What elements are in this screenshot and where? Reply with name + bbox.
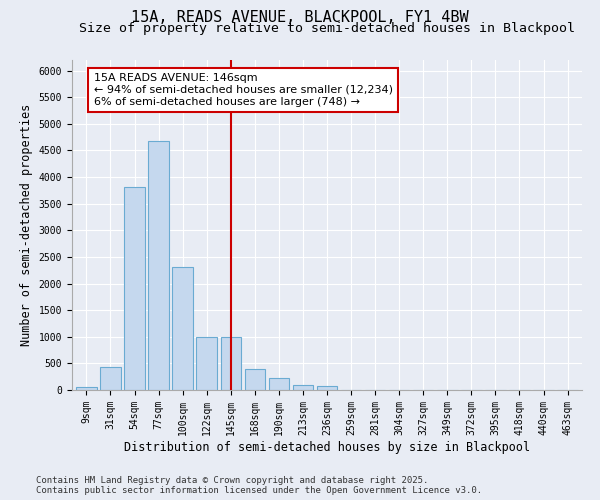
Text: 15A, READS AVENUE, BLACKPOOL, FY1 4BW: 15A, READS AVENUE, BLACKPOOL, FY1 4BW bbox=[131, 10, 469, 25]
Bar bbox=[196, 337, 217, 390]
Bar bbox=[76, 388, 97, 390]
Y-axis label: Number of semi-detached properties: Number of semi-detached properties bbox=[20, 104, 33, 346]
Bar bbox=[172, 266, 193, 390]
X-axis label: Distribution of semi-detached houses by size in Blackpool: Distribution of semi-detached houses by … bbox=[124, 440, 530, 454]
Bar bbox=[100, 367, 121, 390]
Bar bbox=[124, 186, 145, 390]
Bar bbox=[221, 337, 241, 390]
Text: 15A READS AVENUE: 146sqm
← 94% of semi-detached houses are smaller (12,234)
6% o: 15A READS AVENUE: 146sqm ← 94% of semi-d… bbox=[94, 74, 392, 106]
Bar bbox=[269, 378, 289, 390]
Bar bbox=[245, 369, 265, 390]
Bar bbox=[317, 386, 337, 390]
Text: Contains HM Land Registry data © Crown copyright and database right 2025.
Contai: Contains HM Land Registry data © Crown c… bbox=[36, 476, 482, 495]
Bar bbox=[148, 141, 169, 390]
Title: Size of property relative to semi-detached houses in Blackpool: Size of property relative to semi-detach… bbox=[79, 22, 575, 35]
Bar bbox=[293, 384, 313, 390]
